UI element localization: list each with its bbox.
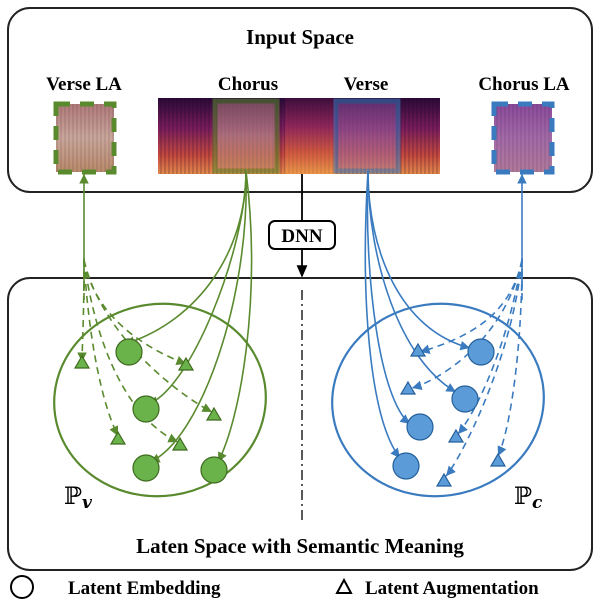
triangle-icon — [489, 452, 507, 467]
triangle-icon — [177, 356, 195, 371]
latent-space-box — [7, 277, 593, 571]
latent-space-title: Laten Space with Semantic Meaning — [136, 534, 464, 558]
dnn-label: DNN — [281, 226, 322, 247]
triangle-icon — [447, 428, 465, 443]
triangle-icon — [435, 472, 453, 487]
verse-set-label: ℙv — [64, 482, 93, 513]
chorus-solid-arrows — [364, 170, 471, 459]
circle-icon — [406, 413, 434, 441]
chorus-la-patch — [491, 101, 555, 175]
label-verse: Verse — [344, 74, 389, 95]
verse-embeddings — [115, 338, 228, 484]
chorus-augmentations — [399, 342, 507, 487]
circle-icon — [132, 395, 160, 423]
label-verse-la: Verse LA — [46, 74, 122, 95]
legend: Latent Embedding Latent Augmentation — [10, 575, 539, 599]
verse-solid-arrows — [124, 170, 253, 463]
triangle-icon — [335, 577, 353, 594]
circle-icon — [451, 385, 479, 413]
circle-icon — [200, 456, 228, 484]
circle-icon — [132, 454, 160, 482]
legend-embedding-label: Latent Embedding — [68, 578, 221, 599]
circle-icon — [115, 338, 143, 366]
triangle-icon — [409, 342, 427, 357]
chorus-embeddings — [392, 338, 495, 480]
chorus-segment-highlight — [212, 98, 280, 174]
circle-icon — [467, 338, 495, 366]
label-chorus-la: Chorus LA — [478, 74, 570, 95]
verse-cluster-ellipse — [53, 302, 267, 498]
triangle-icon — [171, 436, 189, 451]
triangle-icon — [73, 354, 91, 369]
verse-augmentations — [73, 354, 223, 451]
verse-segment-highlight — [333, 98, 401, 174]
circle-icon — [10, 575, 34, 599]
chorus-cluster-ellipse — [331, 302, 545, 498]
circle-icon — [392, 452, 420, 480]
verse-la-patch — [53, 101, 117, 175]
dnn-box — [268, 220, 336, 250]
chorus-dashed-arrows — [411, 259, 523, 477]
triangle-icon — [109, 430, 127, 445]
label-chorus: Chorus — [218, 74, 278, 95]
input-space-title: Input Space — [246, 25, 354, 49]
legend-augmentation-label: Latent Augmentation — [365, 578, 539, 599]
triangle-icon — [399, 380, 417, 395]
chorus-set-label: ℙc — [514, 482, 543, 513]
triangle-icon — [205, 406, 223, 421]
